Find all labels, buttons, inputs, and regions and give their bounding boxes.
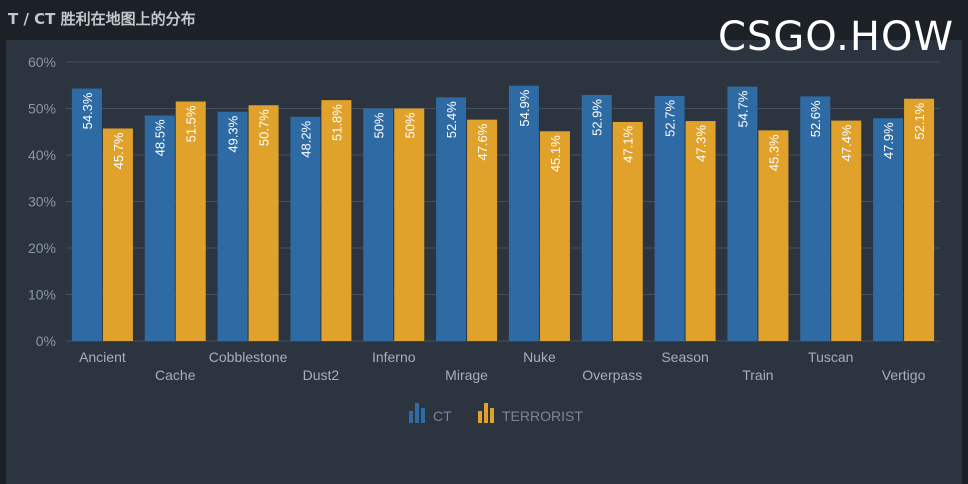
x-tick-label: Train [742, 367, 773, 383]
y-tick-label: 30% [28, 194, 56, 210]
x-tick-label: Tuscan [808, 349, 853, 365]
watermark-logo: CSGO.HOW [717, 14, 954, 60]
data-label: 45.7% [111, 132, 126, 169]
data-label: 52.7% [663, 100, 678, 137]
ct-bar-cobblestone[interactable] [217, 111, 248, 341]
ct-bar-vertigo[interactable] [873, 118, 904, 341]
y-tick-label: 50% [28, 101, 56, 117]
data-label: 50.7% [257, 109, 272, 146]
terrorist-bar-vertigo[interactable] [904, 98, 935, 341]
bars [71, 85, 935, 342]
chart-panel: 0% 10% 20% 30% 40% 50% 60% 54.3% 45.7% 48.5% 51.5%… [6, 40, 962, 484]
data-label: 54.9% [517, 89, 532, 126]
legend-icon-bar [490, 408, 494, 423]
x-tick-label: Cache [155, 367, 196, 383]
data-label: 47.1% [621, 126, 636, 163]
terrorist-bar-cobblestone[interactable] [248, 105, 279, 342]
ct-bar-season[interactable] [654, 95, 685, 341]
terrorist-bar-inferno[interactable] [394, 108, 425, 342]
terrorist-bar-ancient[interactable] [102, 128, 133, 341]
data-label: 52.6% [808, 100, 823, 137]
terrorist-bar-dust2[interactable] [321, 100, 352, 341]
data-label: 54.7% [735, 90, 750, 127]
data-label: 50% [371, 112, 386, 138]
legend-icon-bar [421, 408, 425, 423]
data-label: 50% [402, 112, 417, 138]
data-label: 48.2% [298, 120, 313, 157]
ct-bar-nuke[interactable] [508, 85, 539, 341]
y-tick-label: 10% [28, 287, 56, 303]
legend-label: TERRORIST [502, 408, 583, 424]
x-tick-label: Overpass [582, 367, 642, 383]
x-tick-label: Dust2 [303, 367, 340, 383]
terrorist-bar-mirage[interactable] [467, 119, 498, 341]
x-tick-label: Ancient [79, 349, 126, 365]
x-tick-label: Inferno [372, 349, 416, 365]
data-label: 52.1% [912, 102, 927, 139]
ct-bar-train[interactable] [727, 86, 758, 341]
bar-chart-icon [478, 403, 494, 423]
ct-bar-cache[interactable] [144, 115, 175, 341]
legend-icon-bar [415, 403, 419, 423]
ct-bar-inferno[interactable] [363, 108, 394, 342]
x-tick-label: Nuke [523, 349, 556, 365]
bar-chart-icon [409, 403, 425, 423]
y-tick-label: 40% [28, 147, 56, 163]
data-label: 52.9% [590, 99, 605, 136]
terrorist-bar-season[interactable] [685, 121, 716, 342]
terrorist-bar-nuke[interactable] [539, 131, 570, 341]
data-label: 47.9% [881, 122, 896, 159]
legend: CT TERRORIST [409, 403, 583, 424]
data-label: 45.1% [548, 135, 563, 172]
y-tick-label: 0% [36, 333, 56, 349]
x-tick-label: Mirage [445, 367, 488, 383]
legend-icon-bar [478, 411, 482, 423]
x-tick-label: Vertigo [882, 367, 926, 383]
ct-bar-ancient[interactable] [71, 88, 102, 341]
data-label: 54.3% [80, 92, 95, 129]
terrorist-bar-overpass[interactable] [612, 121, 643, 341]
ct-bar-overpass[interactable] [581, 95, 612, 341]
ct-bar-dust2[interactable] [290, 116, 321, 342]
data-label: 52.4% [444, 101, 459, 138]
ct-bar-mirage[interactable] [436, 97, 467, 341]
data-label: 47.4% [839, 124, 854, 161]
x-tick-label: Season [661, 349, 708, 365]
legend-item-terrorist[interactable]: TERRORIST [478, 403, 583, 424]
bar-chart: 0% 10% 20% 30% 40% 50% 60% 54.3% 45.7% 48.5% 51.5%… [28, 54, 940, 424]
x-tick-label: Cobblestone [209, 349, 288, 365]
terrorist-bar-tuscan[interactable] [831, 120, 862, 341]
data-label: 47.3% [694, 125, 709, 162]
terrorist-bar-train[interactable] [758, 130, 789, 341]
data-label: 47.6% [475, 123, 490, 160]
data-label: 51.5% [184, 105, 199, 142]
data-label: 51.8% [329, 104, 344, 141]
ct-bar-tuscan[interactable] [800, 96, 831, 341]
y-tick-label: 20% [28, 240, 56, 256]
terrorist-bar-cache[interactable] [175, 101, 206, 342]
legend-label: CT [433, 408, 452, 424]
legend-icon-bar [484, 403, 488, 423]
data-labels: 54.3% 45.7% 48.5% 51.5% 49.3% 50.7% 48.2% 51.8%… [80, 89, 927, 172]
page-title: T / CT 胜利在地图上的分布 [8, 10, 196, 28]
data-label: 45.3% [766, 134, 781, 171]
y-axis: 0% 10% 20% 30% 40% 50% 60% [28, 54, 56, 349]
y-tick-label: 60% [28, 54, 56, 70]
legend-item-ct[interactable]: CT [409, 403, 452, 424]
data-label: 48.5% [153, 119, 168, 156]
legend-icon-bar [409, 411, 413, 423]
data-label: 49.3% [226, 115, 241, 152]
x-axis: Ancient Cache Cobblestone Dust2 Inferno Mirag… [79, 349, 926, 383]
y-gridlines [66, 61, 940, 342]
